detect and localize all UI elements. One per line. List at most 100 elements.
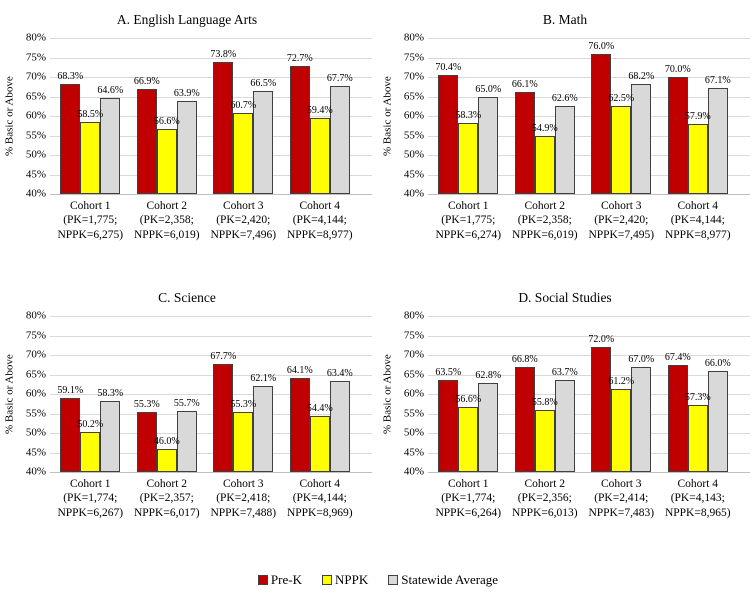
y-axis-tick-label: 50% [403, 148, 424, 161]
x-axis-category-label: Cohort 3 (PK=2,420; NPPK=7,496) [210, 200, 277, 241]
chart-title-math: B. Math [542, 12, 588, 27]
y-axis-title: % Basic or Above [3, 76, 16, 156]
legend-item-statewide-average: Statewide Average [388, 572, 498, 588]
x-axis-category-label: Cohort 3 (PK=2,418; NPPK=7,488) [210, 478, 277, 519]
bar-group: 63.5% 56.6% 62.8% [430, 316, 507, 472]
data-label-nppk: 56.6% [153, 116, 180, 128]
bar-pre-k: 67.7% [210, 351, 236, 472]
data-label-statewide-average: 67.1% [704, 75, 731, 87]
gridline [50, 38, 372, 39]
data-label-statewide-average: 55.7% [173, 397, 200, 409]
y-axis-title: % Basic or Above [381, 76, 394, 156]
data-label-statewide-average: 66.0% [704, 357, 731, 369]
legend-swatch-pre-k-icon [257, 575, 268, 585]
gridline [428, 335, 750, 337]
bar-nppk: 60.7% [230, 101, 256, 194]
bar-nppk: 56.6% [455, 395, 481, 472]
y-axis-tick-label: 70% [25, 348, 46, 361]
bar-pre-k: 63.5% [435, 368, 461, 472]
y-axis-tick-label: 80% [403, 309, 424, 322]
x-axis-category-label: Cohort 3 (PK=2,420; NPPK=7,495) [588, 200, 655, 241]
y-axis-tick-label: 65% [403, 368, 424, 380]
bar-nppk: 54.4% [307, 403, 333, 472]
data-label-nppk: 55.3% [230, 399, 257, 411]
bar-group: 66.9% 56.6% 63.9% [129, 38, 206, 194]
plot-area: 63.5% 56.6% 62.8% 66.8% 55.8% 63.7% 72.0% 61.2%… [428, 316, 750, 473]
gridline [428, 452, 750, 454]
y-axis-ticks: 80% 75% 70% 65% 60% 55% 50% 45% 40% [395, 32, 428, 199]
bar-pre-k: 66.9% [134, 77, 160, 194]
bar-pre-k: 76.0% [588, 41, 614, 194]
chart-social-studies: % Basic or Above 80% 75% 70% 65% 60% 55% 50% 45%… [380, 310, 750, 520]
y-axis-tick-label: 75% [25, 51, 46, 63]
gridline [428, 433, 750, 434]
data-label-nppk: 55.8% [531, 397, 558, 409]
data-label-pre-k: 70.4% [435, 62, 462, 74]
bar-group: 72.7% 59.4% 67.7% [282, 38, 359, 194]
bar-groups: 59.1% 50.2% 58.3% 55.3% 46.0% 55.7% 67.7% 55.3%… [52, 316, 358, 472]
x-axis-category-label: Cohort 4 (PK=4,144; NPPK=8,977) [286, 200, 353, 241]
bar-nppk: 57.9% [685, 112, 711, 194]
y-axis-tick-label: 80% [403, 31, 424, 44]
bar-statewide-average: 62.1% [250, 373, 276, 472]
bar-pre-k: 70.4% [435, 63, 461, 194]
bar-pre-k: 72.7% [287, 54, 313, 194]
gridline [428, 174, 750, 176]
bar-statewide-average: 63.9% [174, 88, 200, 194]
gridline [428, 96, 750, 98]
gridline [428, 155, 750, 156]
y-axis-tick-label: 45% [403, 446, 424, 458]
bar-group: 70.0% 57.9% 67.1% [660, 38, 737, 194]
bar-nppk: 62.5% [608, 94, 634, 194]
gridline [428, 38, 750, 39]
data-label-statewide-average: 68.2% [628, 71, 655, 83]
data-label-statewide-average: 67.7% [326, 72, 353, 84]
bar-pre-k: 70.0% [665, 65, 691, 194]
data-label-pre-k: 66.1% [511, 79, 538, 91]
y-axis-ticks: 80% 75% 70% 65% 60% 55% 50% 45% 40% [395, 310, 428, 477]
plot-column: 59.1% 50.2% 58.3% 55.3% 46.0% 55.7% 67.7% 55.3%… [50, 316, 372, 520]
plot-column: 70.4% 58.3% 65.0% 66.1% 54.9% 62.6% 76.0% 62.5%… [428, 38, 750, 242]
y-axis-ticks: 80% 75% 70% 65% 60% 55% 50% 45% 40% [17, 32, 50, 199]
chart-math: % Basic or Above 80% 75% 70% 65% 60% 55% 50% 45%… [380, 32, 750, 242]
bar-statewide-average: 63.7% [552, 367, 578, 472]
bar-statewide-average: 66.5% [250, 78, 276, 194]
data-label-nppk: 57.3% [684, 391, 711, 403]
plot-column: 63.5% 56.6% 62.8% 66.8% 55.8% 63.7% 72.0% 61.2%… [428, 316, 750, 520]
gridline [428, 374, 750, 376]
x-axis-category-label: Cohort 1 (PK=1,775; NPPK=6,275) [57, 200, 124, 241]
bar-nppk: 59.4% [307, 106, 333, 194]
data-label-statewide-average: 58.3% [97, 387, 124, 399]
gridline [50, 433, 372, 434]
data-label-statewide-average: 65.0% [475, 83, 502, 95]
x-axis-category-label: Cohort 4 (PK=4,144; NPPK=8,977) [664, 200, 731, 241]
y-axis-tick-label: 65% [25, 90, 46, 102]
x-axis-category-label: Cohort 4 (PK=4,143; NPPK=8,965) [664, 478, 731, 519]
gridline [50, 374, 372, 376]
gridline [428, 135, 750, 137]
bar-group: 66.8% 55.8% 63.7% [507, 316, 584, 472]
data-label-statewide-average: 62.6% [551, 92, 578, 104]
bar-group: 70.4% 58.3% 65.0% [430, 38, 507, 194]
y-axis-tick-label: 55% [403, 129, 424, 141]
y-axis-tick-label: 75% [25, 329, 46, 341]
data-label-pre-k: 64.1% [286, 365, 313, 377]
chart-english-language-arts: % Basic or Above 80% 75% 70% 65% 60% 55% 50% 45%… [2, 32, 372, 242]
bar-statewide-average: 62.8% [475, 371, 501, 472]
bar-pre-k: 73.8% [210, 50, 236, 194]
bar-nppk: 58.3% [455, 110, 481, 194]
x-axis-category-label: Cohort 2 (PK=2,357; NPPK=6,017) [133, 478, 200, 519]
bar-group: 59.1% 50.2% 58.3% [52, 316, 129, 472]
bar-pre-k: 72.0% [588, 335, 614, 472]
data-label-nppk: 58.5% [77, 108, 104, 120]
bar-statewide-average: 55.7% [174, 398, 200, 472]
gridline [50, 155, 372, 156]
gridline [50, 135, 372, 137]
plot-area: 70.4% 58.3% 65.0% 66.1% 54.9% 62.6% 76.0% 62.5%… [428, 38, 750, 195]
bar-pre-k: 66.8% [512, 355, 538, 472]
y-axis-tick-label: 50% [25, 148, 46, 161]
data-label-nppk: 59.4% [306, 105, 333, 117]
plot-area: 59.1% 50.2% 58.3% 55.3% 46.0% 55.7% 67.7% 55.3%… [50, 316, 372, 473]
data-label-pre-k: 63.5% [435, 367, 462, 379]
